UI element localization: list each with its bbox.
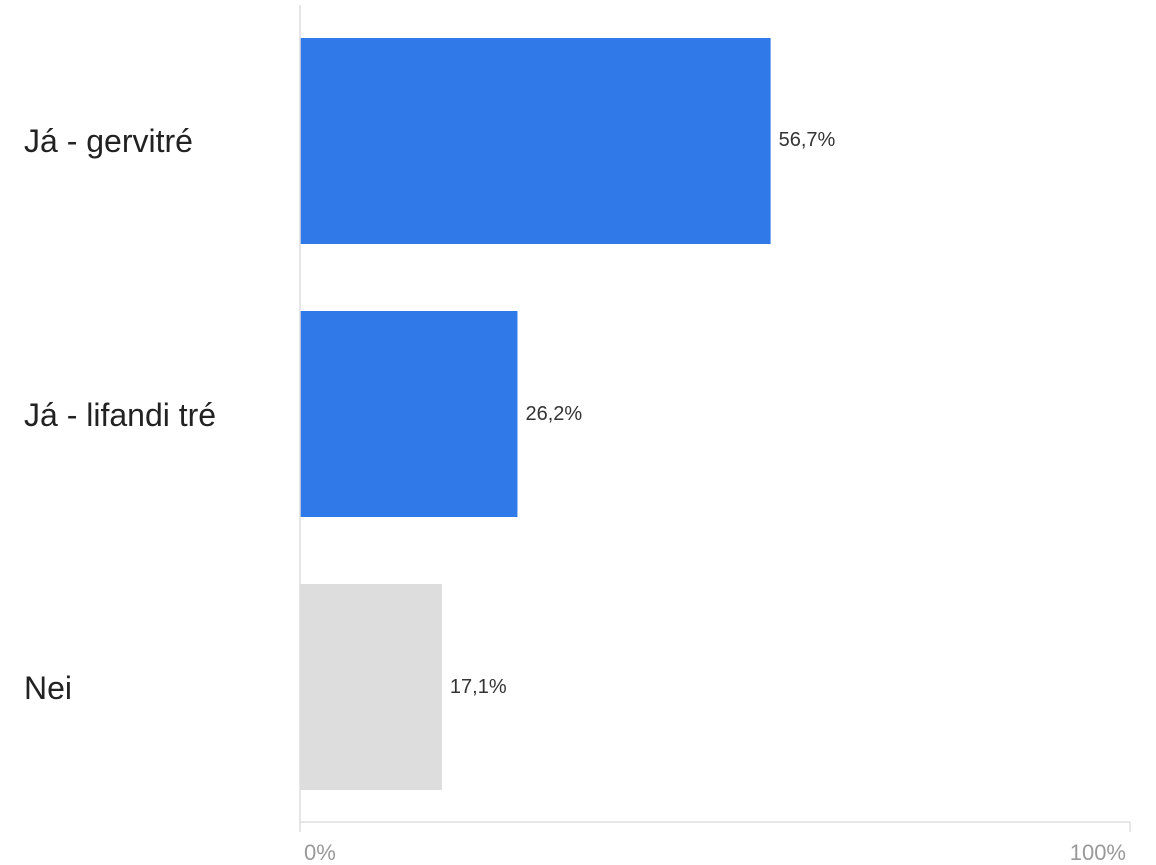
value-label-2: 17,1% [450, 676, 507, 698]
bar-0 [300, 38, 771, 244]
category-label-1: Já - lifandi tré [24, 397, 216, 433]
value-label-0: 56,7% [779, 129, 836, 151]
category-label-2: Nei [24, 670, 72, 706]
category-label-0: Já - gervitré [24, 123, 193, 159]
x-tick-label-100: 100% [1070, 840, 1126, 865]
bar-2 [300, 584, 442, 790]
value-label-1: 26,2% [525, 403, 582, 425]
bars-group [300, 38, 771, 790]
bar-1 [300, 311, 518, 517]
x-tick-label-0: 0% [304, 840, 336, 865]
